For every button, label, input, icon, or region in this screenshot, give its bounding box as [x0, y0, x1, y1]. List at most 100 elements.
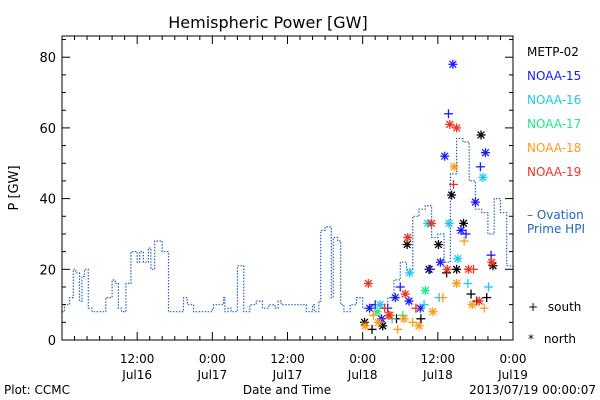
data-point-stroke	[376, 300, 385, 309]
data-point-stroke	[400, 314, 408, 323]
data-point-stroke	[434, 240, 443, 249]
legend-entry-4: NOAA-18	[527, 141, 581, 155]
marker-key-north-symbol: *	[528, 332, 534, 346]
data-point-stroke	[487, 258, 496, 267]
data-point-51	[368, 310, 378, 320]
x-tick-date-1: Jul17	[196, 368, 227, 382]
marker-key-south-label: south	[548, 300, 582, 314]
data-point-stroke	[489, 261, 497, 270]
x-axis-label: Date and Time	[243, 383, 331, 397]
data-point-33	[475, 162, 485, 172]
data-point-43	[453, 254, 463, 264]
data-point-5	[416, 314, 426, 324]
x-tick-date-0: Jul16	[121, 368, 152, 382]
data-point-10	[452, 264, 462, 274]
data-point-34	[480, 148, 490, 158]
data-point-11	[459, 218, 469, 228]
data-point-30	[456, 225, 466, 235]
ovation-label-line1: – Ovation	[527, 208, 584, 222]
data-point-1	[367, 324, 377, 334]
data-point-stroke	[403, 233, 412, 242]
marker-key-south: + south	[528, 300, 581, 314]
legend: METP-02 NOAA-15 NOAA-16 NOAA-17 NOAA-18 NOAA-…	[527, 45, 581, 179]
ovation-series-line	[62, 137, 514, 313]
data-point-stroke	[468, 300, 477, 309]
legend-entry-3: NOAA-17	[527, 117, 581, 131]
data-point-stroke	[449, 60, 457, 69]
data-point-74	[448, 179, 458, 189]
data-point-49	[420, 286, 430, 296]
data-point-stroke	[385, 311, 393, 320]
data-point-stroke	[445, 120, 454, 129]
x-tick-time-0: 12:00	[120, 352, 155, 366]
data-point-21	[390, 293, 400, 303]
data-point-stroke	[459, 219, 468, 228]
data-point-stroke	[365, 304, 374, 313]
plot-frame	[61, 35, 514, 341]
data-point-stroke	[378, 322, 387, 330]
data-point-stroke	[447, 191, 456, 199]
data-point-stroke	[421, 286, 430, 295]
data-point-stroke	[401, 290, 410, 298]
data-point-69	[403, 232, 413, 242]
data-point-stroke	[403, 240, 411, 249]
footer-timestamp: 2013/07/19 00:00:07	[469, 383, 596, 397]
data-point-60	[449, 162, 459, 172]
x-tick-date-4: Jul18	[422, 368, 453, 382]
data-point-stroke	[361, 322, 370, 330]
data-point-9	[447, 190, 457, 200]
data-point-stroke	[452, 265, 461, 274]
data-point-79	[487, 257, 497, 267]
data-point-61	[452, 278, 462, 288]
data-point-12	[466, 289, 476, 299]
data-point-27	[440, 151, 450, 161]
footer-plot-credit: Plot: CCMC	[4, 383, 70, 397]
data-point-stroke	[391, 293, 400, 302]
data-point-stroke	[457, 226, 465, 235]
ovation-label-line2: Prime HPI	[527, 222, 585, 236]
data-point-stroke	[405, 269, 414, 277]
legend-entry-1: NOAA-15	[527, 69, 581, 83]
data-point-42	[444, 218, 454, 228]
data-point-stroke	[481, 148, 490, 157]
data-point-44	[463, 278, 473, 288]
data-point-54	[393, 324, 403, 334]
legend-entry-2: NOAA-16	[527, 93, 581, 107]
data-point-52	[373, 317, 383, 327]
data-point-64	[479, 303, 489, 313]
data-point-28	[443, 109, 453, 119]
y-tick-label-0: 0	[48, 334, 56, 349]
data-point-32	[470, 197, 480, 207]
data-point-75	[452, 123, 462, 133]
y-tick-label-1: 20	[39, 263, 56, 278]
y-axis-label: P [GW]	[7, 165, 22, 210]
data-point-29	[448, 59, 458, 69]
data-point-78	[474, 296, 484, 306]
data-point-38	[405, 268, 415, 278]
data-point-57	[414, 321, 424, 331]
data-point-39	[419, 300, 429, 310]
data-point-stroke	[427, 219, 436, 228]
y-tick-label-4: 80	[39, 51, 56, 66]
data-point-59	[438, 293, 448, 303]
data-point-68	[400, 289, 410, 299]
data-point-25	[425, 264, 435, 274]
x-tick-date-5: Jul19	[497, 368, 528, 382]
data-point-73	[445, 119, 455, 129]
x-tick-date-2: Jul17	[272, 368, 303, 382]
x-tick-time-3: 0:00	[349, 352, 376, 366]
data-point-stroke	[477, 131, 485, 139]
data-point-55	[399, 314, 409, 324]
satellite-points	[360, 59, 498, 334]
data-point-stroke	[440, 152, 449, 161]
legend-entry-0: METP-02	[527, 45, 579, 59]
data-point-stroke	[436, 258, 445, 267]
data-point-stroke	[405, 297, 413, 305]
marker-key-north-label: north	[544, 332, 576, 346]
data-point-stroke	[464, 265, 473, 274]
data-point-65	[363, 278, 373, 288]
axes: 0 20 40 60 80 12:00 Jul16 0:00 Jul17 12:00 Jul17 0:…	[39, 35, 528, 382]
x-tick-time-2: 12:00	[270, 352, 305, 366]
data-point-stroke	[443, 265, 452, 274]
